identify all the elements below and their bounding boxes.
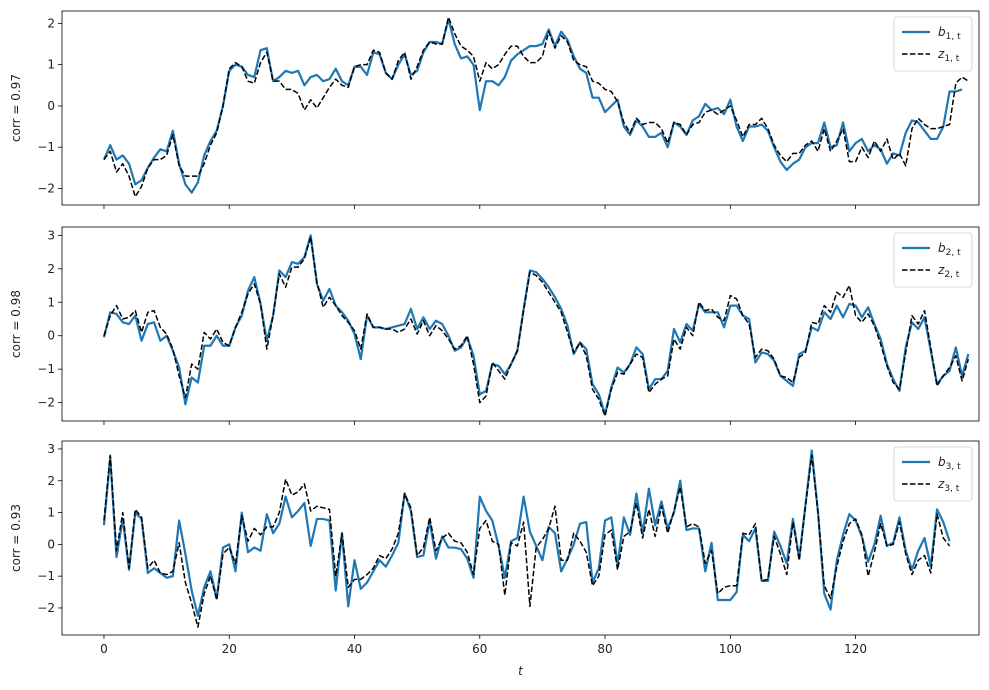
- legend-label-main: z: [937, 47, 945, 61]
- y-tick-label: 2: [47, 474, 55, 488]
- legend-label-main: b: [938, 241, 946, 255]
- legend-label-main: b: [938, 25, 946, 39]
- series-line-b2: [102, 234, 970, 416]
- y-tick-label: −2: [37, 181, 55, 195]
- y-tick-label: −1: [37, 140, 55, 154]
- y-tick-label: 0: [47, 99, 55, 113]
- legend-label-main: b: [938, 455, 946, 469]
- legend-label: b3, t: [938, 455, 961, 472]
- y-tick-label: 2: [47, 262, 55, 276]
- legend: b1, tz1, t: [893, 16, 973, 72]
- legend-box: [893, 446, 973, 502]
- y-tick-label: 1: [47, 295, 55, 309]
- y-axis-label: corr = 0.97: [9, 74, 23, 142]
- y-tick-label: 0: [47, 537, 55, 551]
- axes-frame: [61, 226, 980, 422]
- series-line-z2: [103, 236, 970, 417]
- legend-label: z1, t: [937, 47, 960, 64]
- x-tick-label: 40: [347, 642, 362, 656]
- y-tick-label: 1: [47, 58, 55, 72]
- legend-label: b1, t: [938, 25, 961, 42]
- legend-label: b2, t: [938, 241, 961, 258]
- legend-label-main: z: [937, 477, 945, 491]
- series-line-b1: [102, 18, 963, 194]
- series-line-z3: [103, 454, 951, 628]
- legend-box: [893, 16, 973, 72]
- y-tick-label: 2: [47, 16, 55, 30]
- series-line-z1: [103, 16, 969, 198]
- legend: b3, tz3, t: [893, 446, 973, 502]
- legend: b2, tz2, t: [893, 232, 973, 288]
- y-tick-label: 1: [47, 506, 55, 520]
- y-tick-label: 0: [47, 329, 55, 343]
- y-tick-label: −1: [37, 569, 55, 583]
- legend-label-subscript: 2, t: [944, 270, 959, 280]
- y-tick-label: −2: [37, 396, 55, 410]
- axes-frame: [61, 440, 980, 636]
- legend-label-subscript: 1, t: [944, 54, 959, 64]
- x-tick-label: 120: [844, 642, 867, 656]
- legend-label-subscript: 3, t: [946, 462, 961, 472]
- y-tick-label: 3: [47, 228, 55, 242]
- y-axis-label: corr = 0.93: [9, 504, 23, 572]
- x-axis-label: t: [518, 664, 524, 678]
- legend-box: [893, 232, 973, 288]
- x-tick-label: 100: [719, 642, 742, 656]
- x-tick-label: 20: [222, 642, 237, 656]
- x-tick-label: 0: [100, 642, 108, 656]
- y-axis-label: corr = 0.98: [9, 290, 23, 358]
- y-tick-label: −1: [37, 362, 55, 376]
- x-tick-label: 80: [597, 642, 612, 656]
- axes-frame: [61, 10, 980, 206]
- legend-label-subscript: 3, t: [944, 484, 959, 494]
- legend-label: z2, t: [937, 263, 960, 280]
- legend-label-main: z: [937, 263, 945, 277]
- y-tick-label: 3: [47, 442, 55, 456]
- legend-label-subscript: 1, t: [946, 32, 961, 42]
- x-tick-label: 60: [472, 642, 487, 656]
- legend-label-subscript: 2, t: [946, 248, 961, 258]
- legend-label: z3, t: [937, 477, 960, 494]
- y-tick-label: −2: [37, 601, 55, 615]
